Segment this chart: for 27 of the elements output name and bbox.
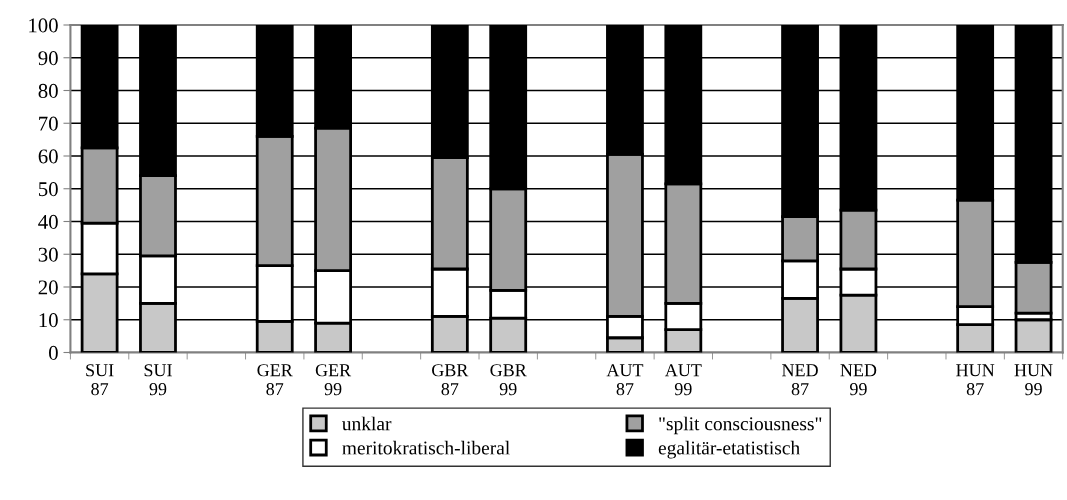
x-tick-label: SUI 87 xyxy=(86,364,114,396)
x-tick-label: NED 87 xyxy=(782,364,818,396)
y-tick-label: 100 xyxy=(29,18,58,33)
x-tick-label: SUI 99 xyxy=(144,364,172,396)
y-tick-label: 80 xyxy=(38,83,58,98)
x-tick-label: AUT 87 xyxy=(606,364,644,396)
y-tick-label: 50 xyxy=(38,182,58,197)
x-tick-label: AUT 99 xyxy=(664,364,702,396)
x-tick-label: HUN 99 xyxy=(1014,364,1053,396)
y-tick-label: 90 xyxy=(38,51,58,66)
x-tick-label: HUN 87 xyxy=(956,364,995,396)
x-tick-label: GER 87 xyxy=(257,364,293,396)
x-tick-label: GBR 87 xyxy=(432,364,469,396)
y-tick-label: 40 xyxy=(38,214,58,229)
y-tick-label: 60 xyxy=(38,149,58,164)
y-tick-label: 20 xyxy=(38,280,58,295)
x-tick-label: GER 99 xyxy=(315,364,352,396)
x-tick-label: GBR 99 xyxy=(490,364,527,396)
x-tick-label: NED 99 xyxy=(840,364,877,396)
legend-label: unklar xyxy=(342,416,392,431)
y-tick-label: 0 xyxy=(48,345,58,360)
y-tick-label: 10 xyxy=(39,313,58,328)
legend-label: meritokratisch-liberal xyxy=(342,440,510,455)
y-tick-label: 70 xyxy=(39,116,58,131)
legend-label: egalitär-etatistisch xyxy=(658,440,800,459)
legend-label: "split consciousness" xyxy=(659,416,822,435)
y-tick-label: 30 xyxy=(38,247,58,262)
